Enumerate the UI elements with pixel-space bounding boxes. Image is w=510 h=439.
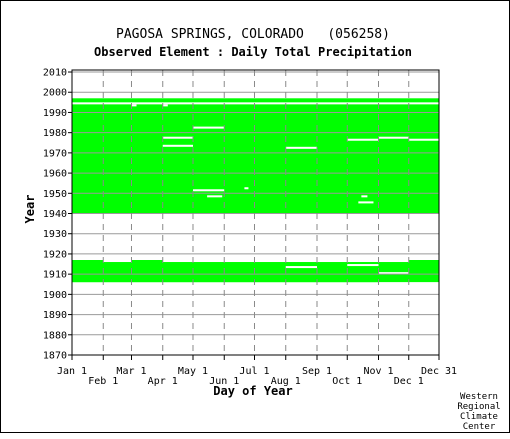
y-tick-label-1970: 1970 — [43, 148, 67, 159]
credit-line-2: Regional — [457, 402, 500, 412]
data-gap-11 — [207, 195, 223, 198]
data-gap-15 — [131, 104, 137, 107]
x-tick-label-jan-1: Jan 1 — [57, 366, 87, 377]
y-tick-label-1940: 1940 — [43, 209, 67, 220]
gridlines — [72, 70, 439, 356]
credit-block: Western Regional Climate Center — [457, 392, 500, 432]
data-gap-8 — [378, 136, 409, 139]
plot-area — [72, 70, 439, 355]
x-tick-label-may-1: May 1 — [178, 366, 208, 377]
credit-line-3: Climate — [460, 412, 498, 422]
y-tick-label-1980: 1980 — [43, 128, 67, 139]
y-tick-label-2010: 2010 — [43, 68, 67, 79]
y-tick-label-1910: 1910 — [43, 270, 67, 281]
y-tick-label-1960: 1960 — [43, 169, 67, 180]
y-tick-label-1920: 1920 — [43, 249, 67, 260]
x-tick-label-dec-31: Dec 31 — [421, 366, 457, 377]
x-tick-label-oct-1: Oct 1 — [332, 376, 362, 387]
y-axis-label: Year — [23, 195, 37, 224]
plot-border — [71, 69, 440, 356]
x-tick-label-sep-1: Sep 1 — [302, 366, 332, 377]
data-gap-2 — [72, 102, 439, 105]
y-tick-label-1880: 1880 — [43, 330, 67, 341]
data-gap-7 — [347, 138, 379, 141]
chart-subtitle: Observed Element : Daily Total Precipita… — [94, 45, 412, 59]
y-tick-label-1870: 1870 — [43, 351, 67, 362]
data-gap-13 — [361, 195, 368, 198]
y-tick-label-1930: 1930 — [43, 229, 67, 240]
x-tick-label-apr-1: Apr 1 — [148, 376, 178, 387]
data-gap-6 — [285, 146, 318, 149]
data-gap-21 — [347, 264, 379, 267]
data-gap-3 — [192, 126, 225, 129]
chart-title: PAGOSA SPRINGS, COLORADO (056258) — [116, 27, 390, 42]
x-tick-label-aug-1: Aug 1 — [271, 376, 301, 387]
data-present-block-2 — [72, 260, 439, 283]
y-tick-label-2000: 2000 — [43, 88, 67, 99]
credit-line-4: Center — [463, 422, 496, 432]
data-gap-12 — [358, 201, 374, 204]
y-tick-label-1950: 1950 — [43, 189, 67, 200]
data-gap-18 — [103, 260, 132, 263]
x-tick-label-nov-1: Nov 1 — [363, 366, 393, 377]
x-tick-label-mar-1: Mar 1 — [116, 366, 146, 377]
data-present-block-1 — [72, 98, 439, 214]
data-gap-23 — [131, 213, 163, 216]
data-gap-9 — [408, 138, 439, 141]
x-axis-label: Day of Year — [213, 384, 292, 398]
x-tick-label-jun-1: Jun 1 — [209, 376, 239, 387]
data-gap-14 — [244, 187, 249, 190]
y-tick-label-1890: 1890 — [43, 310, 67, 321]
x-tick-label-feb-1: Feb 1 — [88, 376, 118, 387]
y-axis-ticks: 1870 1880 1890 1900 1910 1920 1930 1940 1950 1960… — [43, 68, 72, 362]
x-axis-ticks: Jan 1 Mar 1 May 1 Jul 1 Sep 1 Nov 1 Dec 31 Feb … — [57, 355, 457, 387]
data-gap-1 — [72, 94, 439, 97]
y-tick-label-1990: 1990 — [43, 108, 67, 119]
data-gap-4 — [162, 136, 193, 139]
data-gap-5 — [162, 144, 193, 147]
data-gap-16 — [162, 104, 168, 107]
x-tick-label-jul-1: Jul 1 — [239, 366, 269, 377]
y-tick-label-1900: 1900 — [43, 290, 67, 301]
x-tick-label-dec-1: Dec 1 — [394, 376, 424, 387]
data-gap-22 — [378, 272, 409, 275]
data-gap-20 — [285, 266, 318, 269]
credit-line-1: Western — [460, 392, 498, 402]
data-gap-10 — [192, 189, 225, 192]
data-gap-17 — [72, 215, 439, 258]
